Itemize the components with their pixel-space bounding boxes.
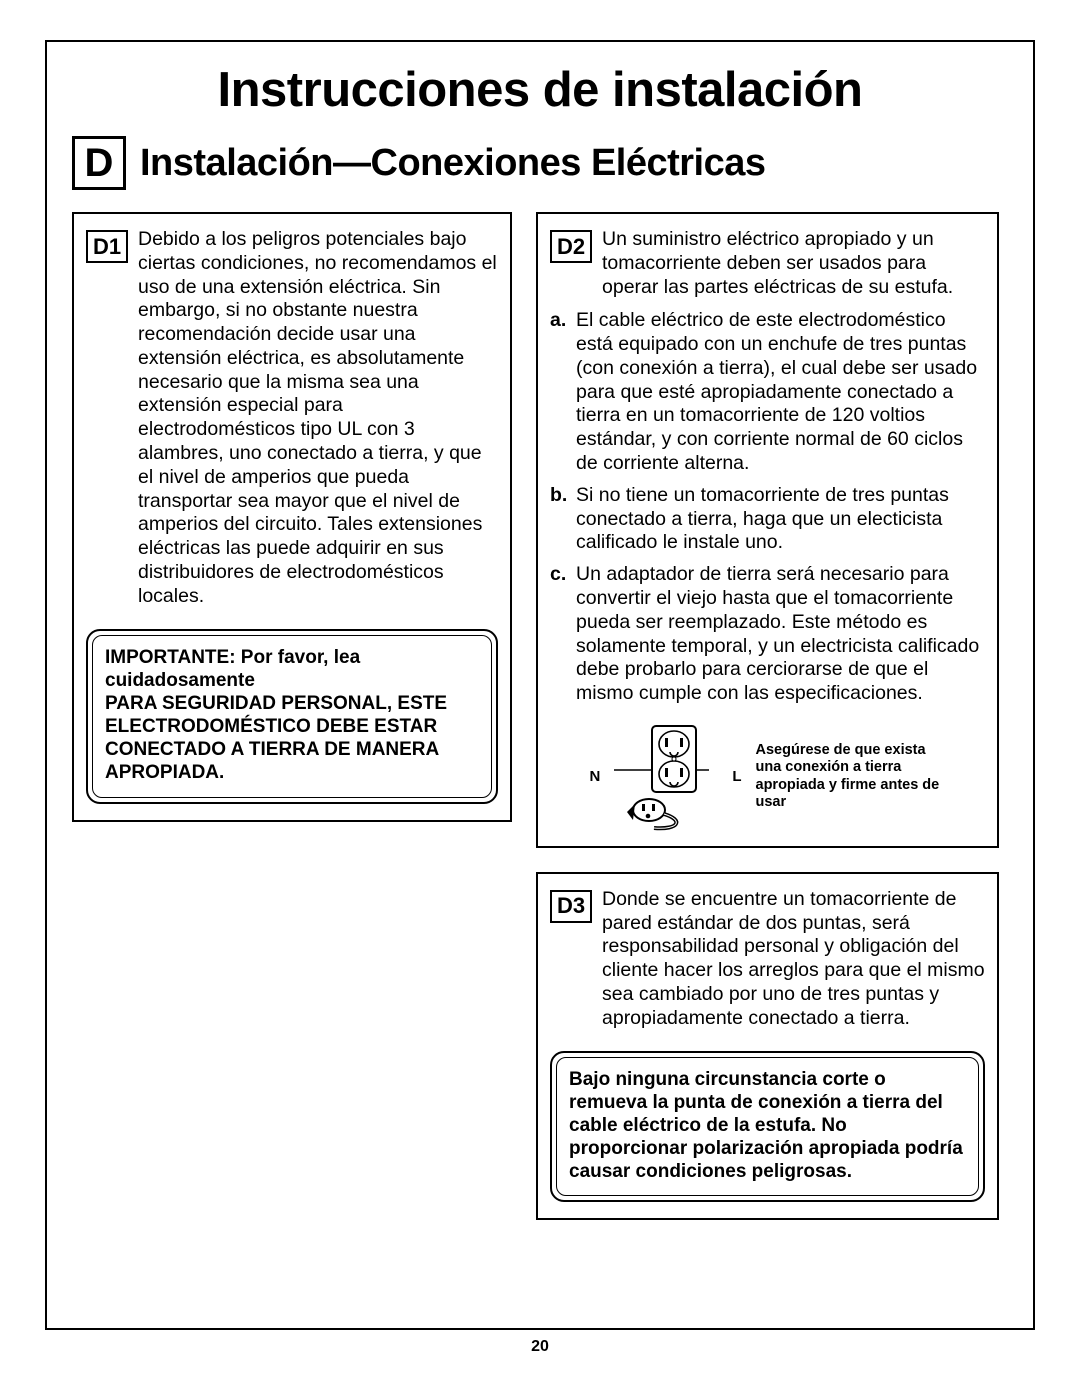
d1-callout-lead: IMPORTANTE: Por favor, lea cuidadosament…	[105, 647, 360, 691]
outlet-l-label: L	[732, 768, 741, 785]
page-number: 20	[45, 1338, 1035, 1356]
outlet-caption: Asegúrese de que exista una conexión a t…	[756, 742, 946, 812]
d2-intro: Un suministro eléctrico apropiado y un t…	[602, 228, 985, 299]
panel-d2: D2 Un suministro eléctrico apropiado y u…	[536, 212, 999, 848]
d2-item-b-text: Si no tiene un tomacorriente de tres pun…	[576, 484, 949, 554]
d1-text: Debido a los peligros potenciales bajo c…	[138, 228, 498, 609]
right-column: D2 Un suministro eléctrico apropiado y u…	[536, 212, 999, 1244]
d1-row: D1 Debido a los peligros potenciales baj…	[86, 228, 498, 609]
d2-item-a: a. El cable eléctrico de este electrodom…	[550, 309, 985, 475]
d2-list: a. El cable eléctrico de este electrodom…	[550, 309, 985, 706]
panel-d3: D3 Donde se encuentre un tomacorriente d…	[536, 872, 999, 1221]
d2-item-a-letter: a.	[550, 309, 566, 333]
d3-text: Donde se encuentre un tomacorriente de p…	[602, 888, 985, 1031]
section-header: D Instalación—Conexiones Eléctricas	[72, 136, 1008, 190]
d2-badge: D2	[550, 230, 592, 263]
d3-row: D3 Donde se encuentre un tomacorriente d…	[550, 888, 985, 1031]
d2-item-c-text: Un adaptador de tierra será necesario pa…	[576, 563, 979, 704]
d2-item-c: c. Un adaptador de tierra será necesario…	[550, 563, 985, 706]
outlet-n-label: N	[589, 768, 600, 785]
d2-row: D2 Un suministro eléctrico apropiado y u…	[550, 228, 985, 299]
page-title: Instrucciones de instalación	[72, 62, 1008, 118]
page-frame: Instrucciones de instalación D Instalaci…	[45, 40, 1035, 1330]
left-column: D1 Debido a los peligros potenciales baj…	[72, 212, 512, 1244]
d2-item-b: b. Si no tiene un tomacorriente de tres …	[550, 484, 985, 555]
d2-item-c-letter: c.	[550, 563, 566, 587]
section-title: Instalación—Conexiones Eléctricas	[140, 142, 766, 185]
d2-item-b-letter: b.	[550, 484, 567, 508]
section-badge: D	[72, 136, 126, 190]
d3-callout-inner: Bajo ninguna circunstancia corte o remue…	[556, 1057, 979, 1197]
d3-callout: Bajo ninguna circunstancia corte o remue…	[550, 1051, 985, 1203]
panel-d1: D1 Debido a los peligros potenciales baj…	[72, 212, 512, 822]
d1-callout-body: PARA SEGURIDAD PERSONAL, ESTE ELECTRODOM…	[105, 693, 447, 784]
d3-badge: D3	[550, 890, 592, 923]
d2-item-a-text: El cable eléctrico de este electrodomést…	[576, 309, 977, 474]
d1-callout: IMPORTANTE: Por favor, lea cuidadosament…	[86, 629, 498, 804]
outlet-row: N	[550, 722, 985, 832]
columns: D1 Debido a los peligros potenciales baj…	[72, 212, 1008, 1244]
outlet-icon	[614, 722, 724, 832]
d1-callout-inner: IMPORTANTE: Por favor, lea cuidadosament…	[92, 635, 492, 798]
d1-badge: D1	[86, 230, 128, 263]
